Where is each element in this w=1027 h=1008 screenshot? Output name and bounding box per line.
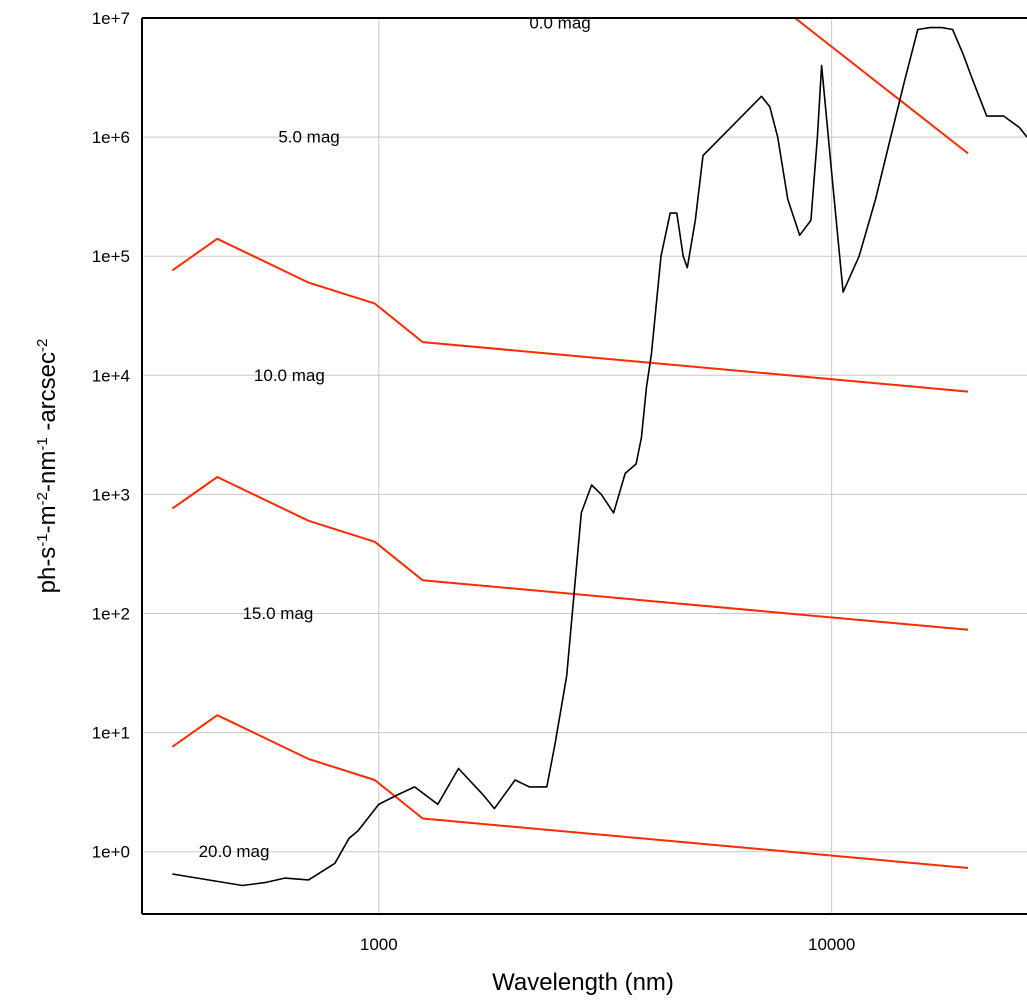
y-tick-label: 1e+5	[92, 247, 130, 266]
magnitude-label: 0.0 mag	[529, 13, 590, 32]
y-tick-label: 1e+0	[92, 843, 130, 862]
series-layer	[171, 18, 1027, 887]
magnitude-label: 5.0 mag	[278, 128, 339, 147]
magnitude-line-0	[477, 18, 969, 155]
x-tick-label: 1000	[360, 935, 398, 954]
y-axis-title: ph-s-1-m-2-nm-1 -arcsec-2	[34, 339, 62, 594]
x-tick-label: 10000	[808, 935, 855, 954]
tick-labels: 1e+0 1e+1 1e+2 1e+3 1e+4 1e+5 1e+6 1e+7 1000 1000…	[92, 9, 856, 954]
grid	[142, 17, 1027, 914]
spectrum-line	[172, 26, 1027, 887]
x-axis-title: Wavelength (nm)	[492, 969, 674, 996]
magnitude-line-1	[171, 237, 969, 393]
y-tick-label: 1e+4	[92, 366, 130, 385]
y-tick-label: 1e+7	[92, 9, 130, 28]
magnitude-line-2	[171, 476, 969, 631]
y-tick-label: 1e+2	[92, 605, 130, 624]
y-tick-label: 1e+6	[92, 128, 130, 147]
magnitude-label: 15.0 mag	[242, 604, 313, 623]
y-tick-label: 1e+1	[92, 724, 130, 743]
plot-frame	[141, 17, 1027, 915]
magnitude-labels: 0.0 mag 5.0 mag 10.0 mag 15.0 mag 20.0 mag	[199, 13, 591, 861]
magnitude-line-3	[171, 714, 969, 869]
y-tick-label: 1e+3	[92, 485, 130, 504]
magnitude-label: 20.0 mag	[199, 842, 270, 861]
magnitude-label: 10.0 mag	[254, 366, 325, 385]
